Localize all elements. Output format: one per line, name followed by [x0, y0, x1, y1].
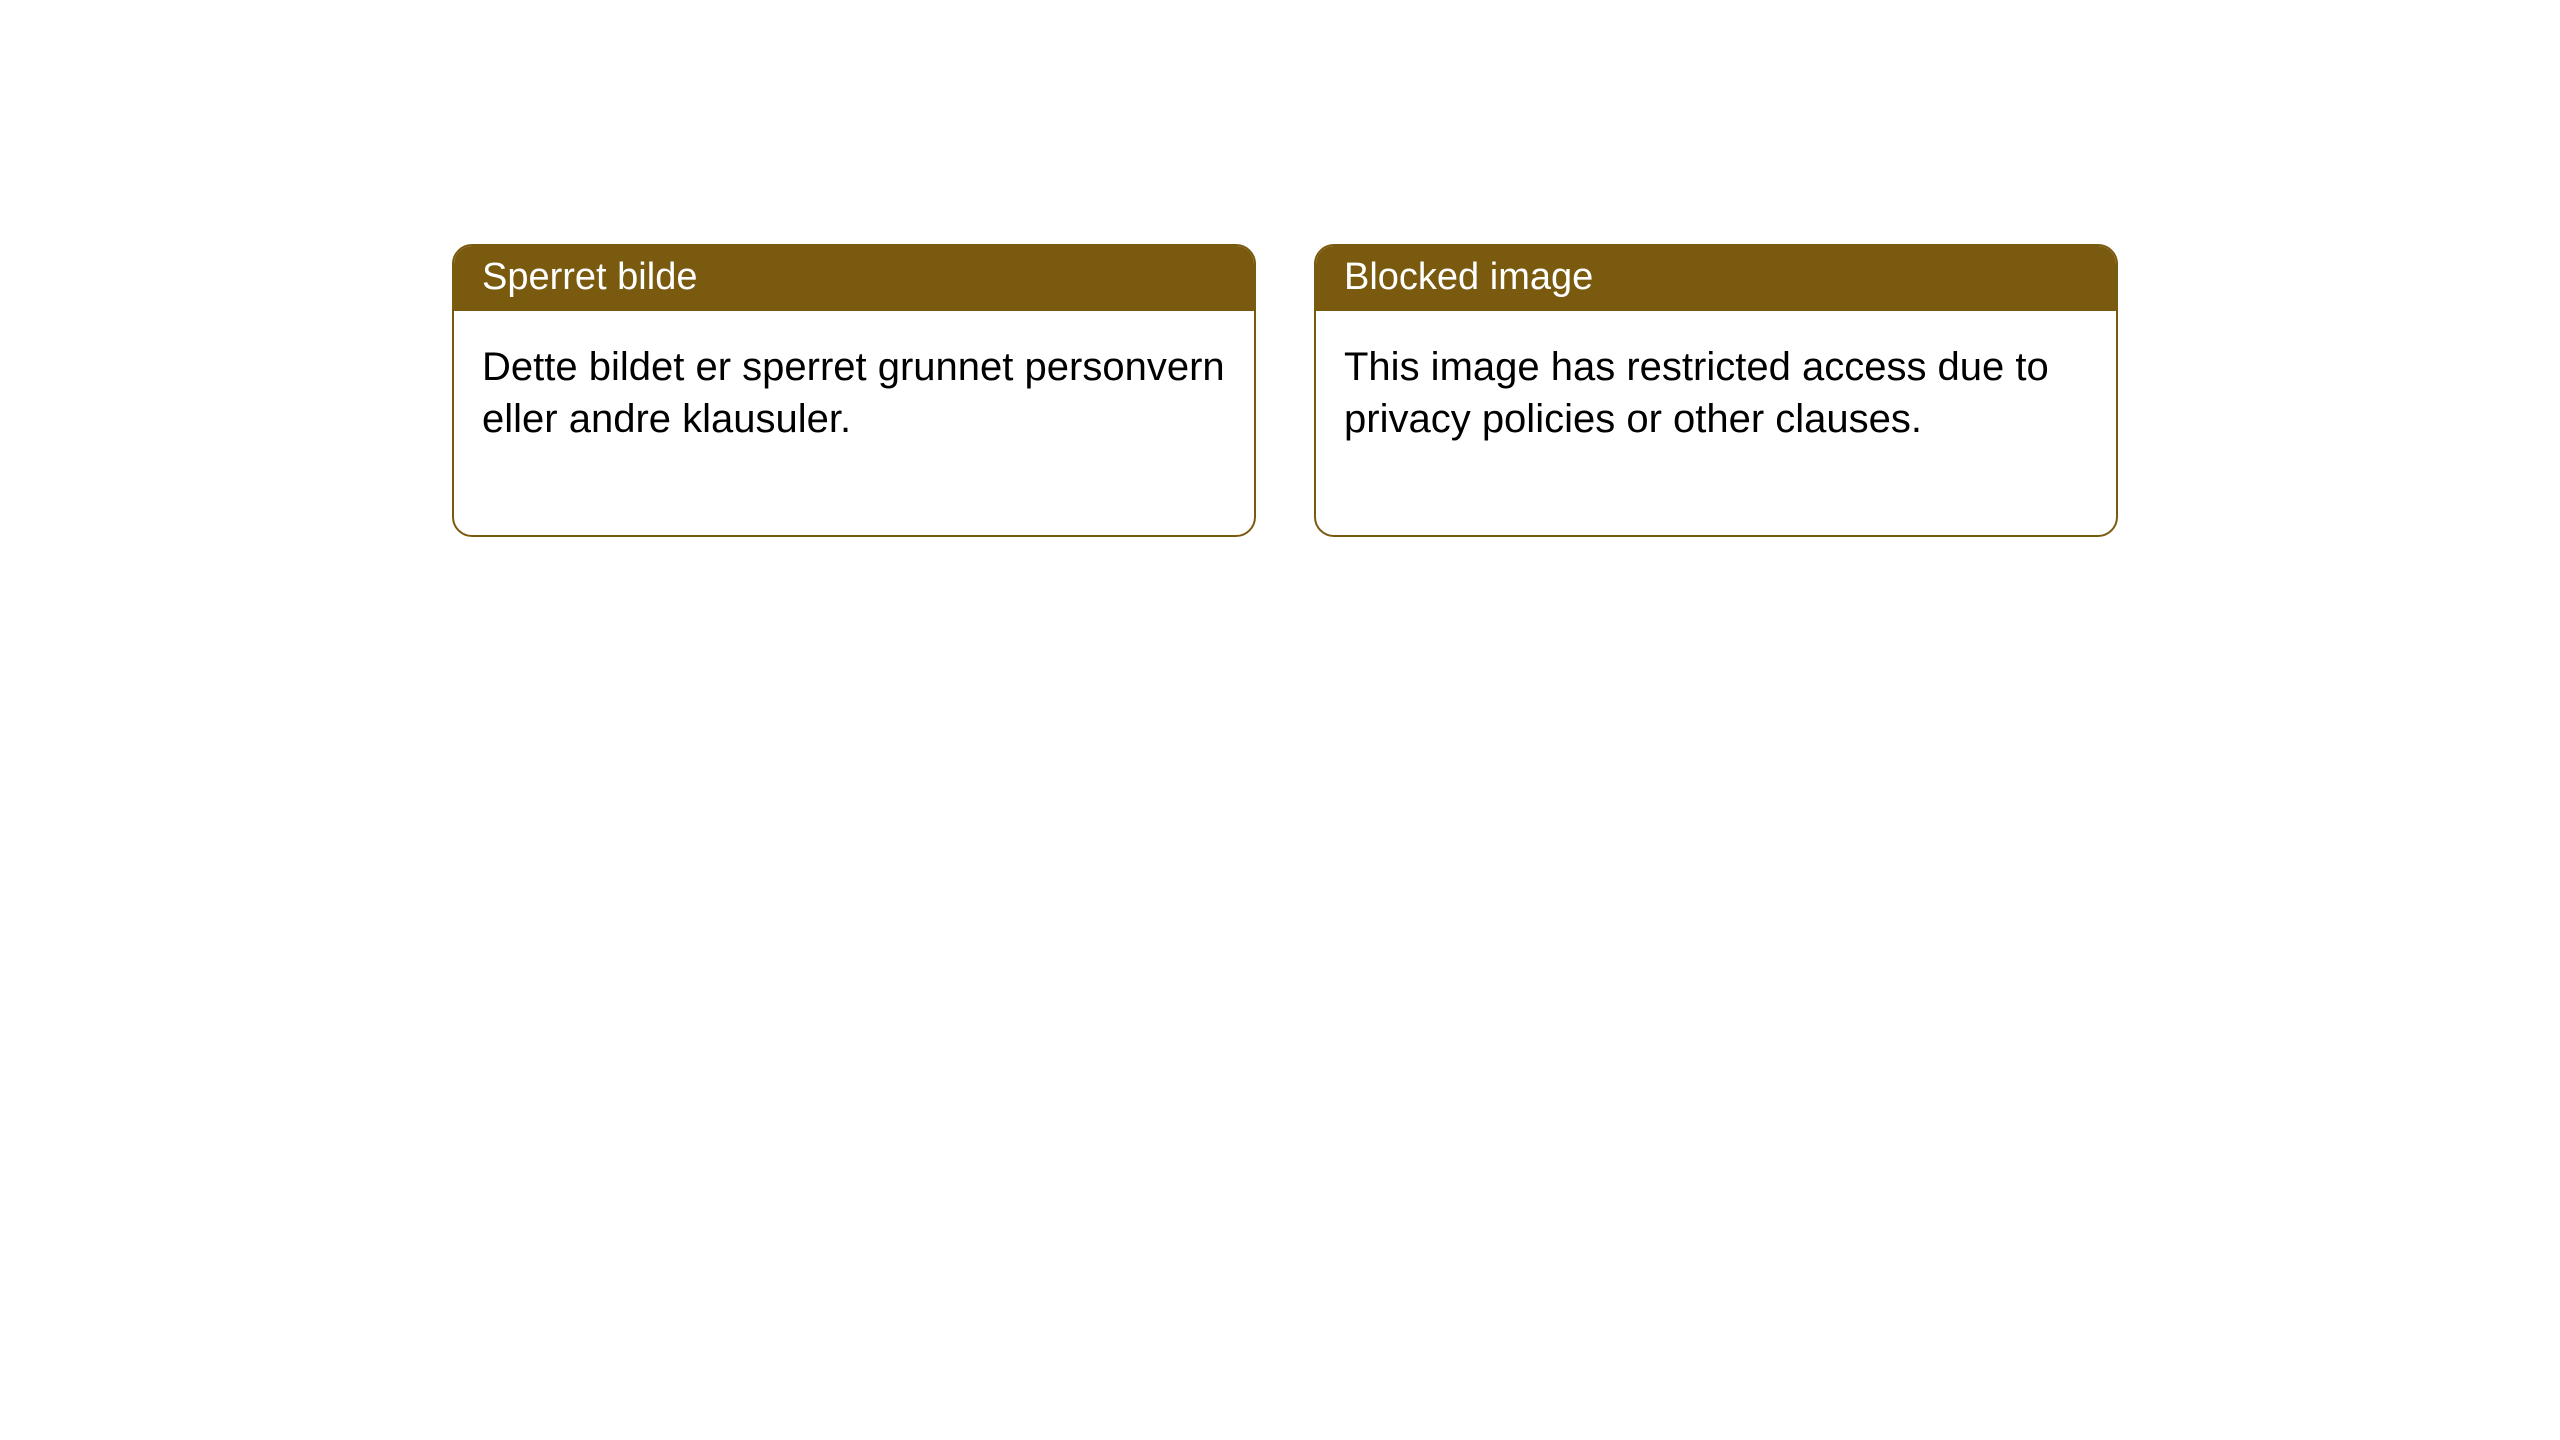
- notice-header: Sperret bilde: [454, 246, 1254, 311]
- notice-body: Dette bildet er sperret grunnet personve…: [454, 311, 1254, 535]
- notice-card-norwegian: Sperret bilde Dette bildet er sperret gr…: [452, 244, 1256, 537]
- notice-container: Sperret bilde Dette bildet er sperret gr…: [452, 244, 2118, 537]
- notice-body: This image has restricted access due to …: [1316, 311, 2116, 535]
- notice-header: Blocked image: [1316, 246, 2116, 311]
- notice-card-english: Blocked image This image has restricted …: [1314, 244, 2118, 537]
